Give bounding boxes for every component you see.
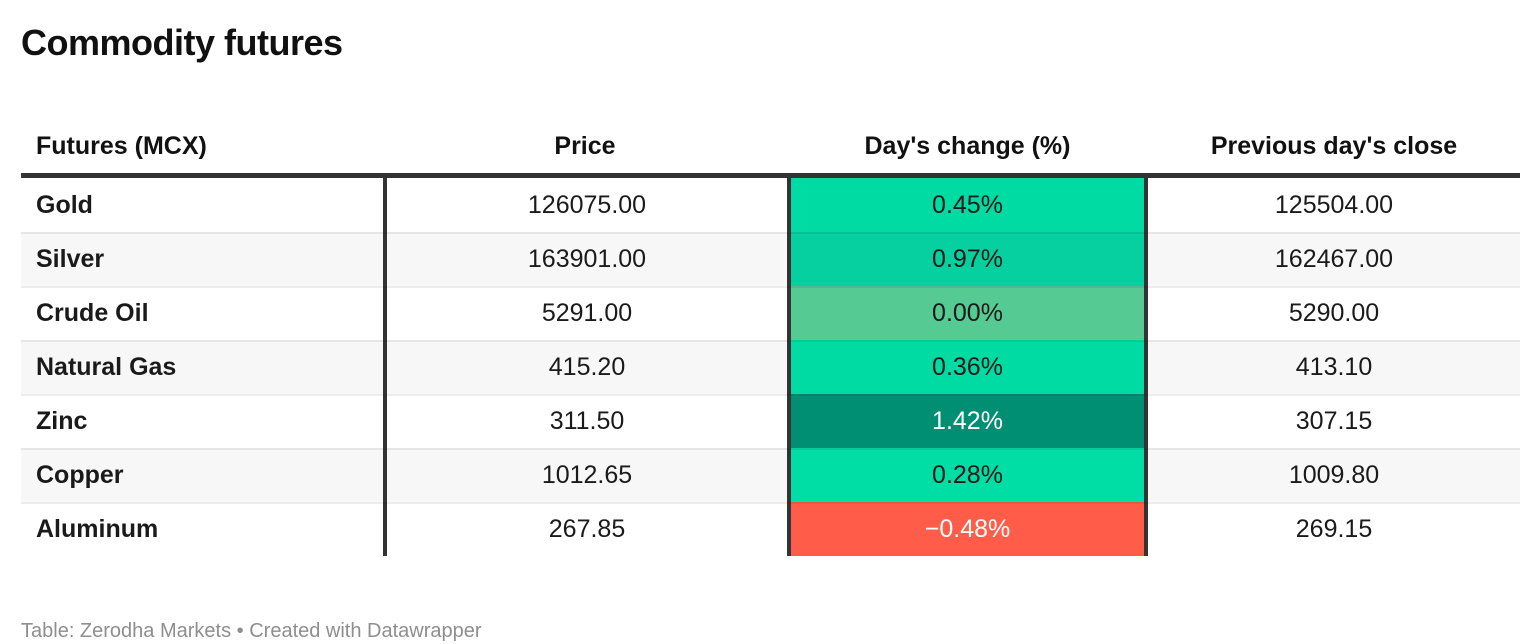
price-value: 163901.00 [383, 232, 787, 287]
commodity-futures-table: Futures (MCX) Price Day's change (%) Pre… [21, 120, 1520, 557]
prev-close-value: 307.15 [1295, 406, 1373, 435]
table-row-aluminum: Aluminum 267.85 −0.48% 269.15 [21, 502, 1520, 557]
commodity-name: Gold [36, 190, 93, 219]
column-header-futures: Futures (MCX) [36, 132, 207, 161]
column-header-change: Day's change (%) [864, 132, 1071, 161]
prev-close-value: 269.15 [1295, 514, 1373, 543]
table-row-gold: Gold 126075.00 0.45% 125504.00 [21, 178, 1520, 233]
commodity-name: Copper [36, 460, 124, 489]
column-header-price: Price [554, 132, 616, 161]
price-value: 1012.65 [383, 448, 787, 503]
day-change-value: −0.48% [787, 502, 1148, 557]
price-value: 267.85 [383, 502, 787, 557]
table-row-crude-oil: Crude Oil 5291.00 0.00% 5290.00 [21, 286, 1520, 341]
prev-close-value: 1009.80 [1288, 460, 1380, 489]
page: Commodity futures Futures (MCX) Price Da… [0, 22, 1540, 644]
table-row-natural-gas: Natural Gas 415.20 0.36% 413.10 [21, 340, 1520, 395]
price-value: 415.20 [383, 340, 787, 395]
commodity-name: Crude Oil [36, 298, 149, 327]
day-change-value: 0.28% [787, 448, 1148, 503]
day-change-value: 0.45% [787, 178, 1148, 233]
day-change-value: 0.36% [787, 340, 1148, 395]
prev-close-value: 125504.00 [1274, 190, 1394, 219]
day-change-value: 0.00% [787, 286, 1148, 341]
price-value: 126075.00 [383, 178, 787, 233]
day-change-value: 0.97% [787, 232, 1148, 287]
day-change-value: 1.42% [787, 394, 1148, 449]
table-row-zinc: Zinc 311.50 1.42% 307.15 [21, 394, 1520, 449]
commodity-name: Silver [36, 244, 105, 273]
table-row-copper: Copper 1012.65 0.28% 1009.80 [21, 448, 1520, 503]
commodity-name: Zinc [36, 406, 88, 435]
table-row-silver: Silver 163901.00 0.97% 162467.00 [21, 232, 1520, 287]
page-title: Commodity futures [21, 22, 343, 63]
table-body: Gold 126075.00 0.45% 125504.00 Silver 16… [21, 178, 1520, 557]
commodity-name: Aluminum [36, 514, 159, 543]
prev-close-value: 5290.00 [1288, 298, 1380, 327]
column-header-prev-close: Previous day's close [1210, 132, 1458, 161]
prev-close-value: 413.10 [1295, 352, 1373, 381]
commodity-name: Natural Gas [36, 352, 177, 381]
table-credit: Table: Zerodha Markets • Created with Da… [21, 620, 482, 642]
table-header-row: Futures (MCX) Price Day's change (%) Pre… [21, 120, 1520, 179]
price-value: 311.50 [383, 394, 787, 449]
prev-close-value: 162467.00 [1274, 244, 1394, 273]
price-value: 5291.00 [383, 286, 787, 341]
